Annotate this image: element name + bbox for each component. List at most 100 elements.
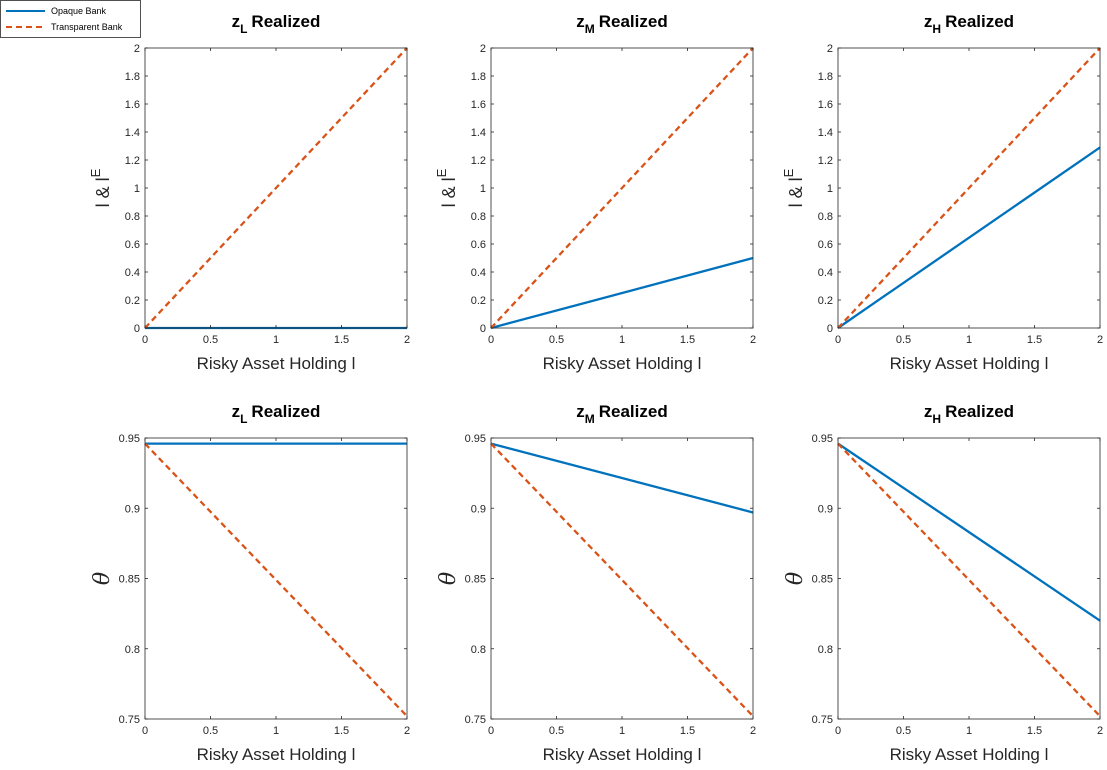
subplot-6: 0 0.5 1 1.5 2 0.75 0.8 0.85 0.9 0.95 Risky Asset H… [783, 402, 1103, 764]
opaque-bank-line [490, 256, 754, 330]
x-tick-label: 2 [750, 725, 756, 737]
transparent-bank-line [490, 47, 754, 329]
subplot-title: zM Realized [576, 402, 667, 426]
y-tick-label: 1.6 [471, 99, 486, 111]
x-tick-label: 2 [750, 334, 756, 346]
x-tick-label: 1.5 [1027, 725, 1042, 737]
x-tick-label: 0 [488, 334, 494, 346]
y-tick-label: 0.2 [471, 295, 486, 307]
y-tick-label: 0.8 [125, 211, 140, 223]
y-tick-label: 1 [480, 183, 486, 195]
x-tick-label: 1.5 [334, 334, 349, 346]
title-subscript: M [585, 412, 595, 426]
y-tick-label: 0.75 [812, 714, 833, 726]
y-tick-label: 1.6 [125, 99, 140, 111]
y-tick-label: 0.9 [818, 503, 833, 515]
y-tick-label: 0.85 [465, 574, 486, 586]
transparent-bank-line [837, 47, 1101, 329]
y-tick-label: 0.4 [818, 267, 833, 279]
x-tick-label: 0.5 [549, 334, 564, 346]
y-tick-label: 0.85 [119, 574, 140, 586]
subplot-4: 0 0.5 1 1.5 2 0.75 0.8 0.85 0.9 0.95 Risky Asset H… [90, 402, 410, 764]
y-tick-label: 0.9 [471, 503, 486, 515]
x-axis-label: Risky Asset Holding l [890, 745, 1049, 764]
y-axis-label-superscript: E [434, 168, 449, 177]
x-tick-label: 1 [619, 725, 625, 737]
y-tick-label: 0.85 [812, 574, 833, 586]
transparent-bank-line [837, 442, 1101, 717]
plot-area [838, 438, 1100, 719]
legend-label: Opaque Bank [51, 6, 107, 16]
transparent-bank-line [144, 47, 408, 329]
x-tick-label: 0 [142, 725, 148, 737]
x-tick-label: 1 [619, 334, 625, 346]
y-tick-label: 2 [480, 43, 486, 55]
title-subscript: L [240, 22, 247, 36]
y-tick-label: 0.95 [812, 433, 833, 445]
subplot-title: zL Realized [232, 402, 321, 426]
y-tick-label: 1.4 [818, 127, 833, 139]
y-axis-label: l & lE [434, 168, 459, 207]
title-subscript: H [932, 412, 941, 426]
subplot-1: 0 0.5 1 1.5 2 0 0.2 0.4 0.6 0.8 1 1.2 1.4 1.6 1.8 2 Risk… [88, 12, 410, 373]
title-subscript: L [240, 412, 247, 426]
legend: Opaque Bank Transparent Bank [0, 0, 141, 38]
y-tick-label: 0.6 [471, 239, 486, 251]
subplot-title: zL Realized [232, 12, 321, 36]
y-tick-label: 0.9 [125, 503, 140, 515]
x-axis-label: Risky Asset Holding l [543, 354, 702, 373]
y-tick-label: 1 [134, 183, 140, 195]
y-tick-label: 0.6 [818, 239, 833, 251]
x-tick-label: 2 [1097, 725, 1103, 737]
x-tick-label: 2 [404, 334, 410, 346]
x-tick-label: 0 [835, 334, 841, 346]
y-tick-label: 0.8 [471, 211, 486, 223]
plot-area [145, 438, 407, 719]
y-tick-label: 1.8 [471, 71, 486, 83]
subplot-title: zM Realized [576, 12, 667, 36]
y-tick-label: 2 [134, 43, 140, 55]
transparent-bank-line [490, 442, 754, 717]
y-tick-label: 1.2 [471, 155, 486, 167]
title-subscript: M [585, 22, 595, 36]
x-tick-label: 0.5 [203, 334, 218, 346]
y-tick-label: 0.2 [125, 295, 140, 307]
plot-area [491, 438, 753, 719]
y-tick-label: 0.2 [818, 295, 833, 307]
y-tick-label: 0 [134, 323, 140, 335]
x-tick-label: 2 [1097, 334, 1103, 346]
x-axis-label: Risky Asset Holding l [197, 745, 356, 764]
y-axis-label: θ [783, 572, 808, 585]
x-axis-label: Risky Asset Holding l [543, 745, 702, 764]
x-axis-label: Risky Asset Holding l [890, 354, 1049, 373]
y-axis-label-superscript: E [88, 168, 103, 177]
x-tick-label: 1.5 [680, 334, 695, 346]
y-tick-label: 1.8 [818, 71, 833, 83]
y-tick-label: 1 [827, 183, 833, 195]
subplot-3: 0 0.5 1 1.5 2 0 0.2 0.4 0.6 0.8 1 1.2 1.4 1.6 1.8 2 Risk… [781, 12, 1103, 373]
subplot-title: zH Realized [924, 402, 1014, 426]
y-tick-label: 0.4 [471, 267, 486, 279]
x-tick-label: 1 [966, 334, 972, 346]
y-tick-label: 0.4 [125, 267, 140, 279]
title-subscript: H [932, 22, 941, 36]
x-tick-label: 0.5 [896, 725, 911, 737]
y-axis-label: θ [90, 572, 115, 585]
legend-box [0, 0, 141, 38]
x-tick-label: 0.5 [896, 334, 911, 346]
x-tick-label: 0 [488, 725, 494, 737]
y-axis-label: l & lE [88, 168, 113, 207]
y-tick-label: 0.8 [818, 211, 833, 223]
y-tick-label: 1.8 [125, 71, 140, 83]
y-axis-label: θ [436, 572, 461, 585]
y-tick-label: 1.4 [471, 127, 486, 139]
legend-label: Transparent Bank [51, 22, 123, 32]
x-tick-label: 1.5 [334, 725, 349, 737]
opaque-bank-line [837, 146, 1101, 329]
x-tick-label: 1 [273, 725, 279, 737]
x-tick-label: 2 [404, 725, 410, 737]
y-tick-label: 0 [827, 323, 833, 335]
transparent-bank-line [144, 442, 408, 717]
subplot-5: 0 0.5 1 1.5 2 0.75 0.8 0.85 0.9 0.95 Risky Asset H… [436, 402, 756, 764]
